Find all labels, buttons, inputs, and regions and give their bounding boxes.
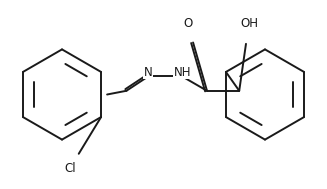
Text: Cl: Cl (64, 162, 76, 175)
Text: N: N (144, 66, 152, 79)
Text: OH: OH (240, 17, 258, 30)
Text: O: O (183, 17, 192, 30)
Text: NH: NH (173, 66, 191, 79)
